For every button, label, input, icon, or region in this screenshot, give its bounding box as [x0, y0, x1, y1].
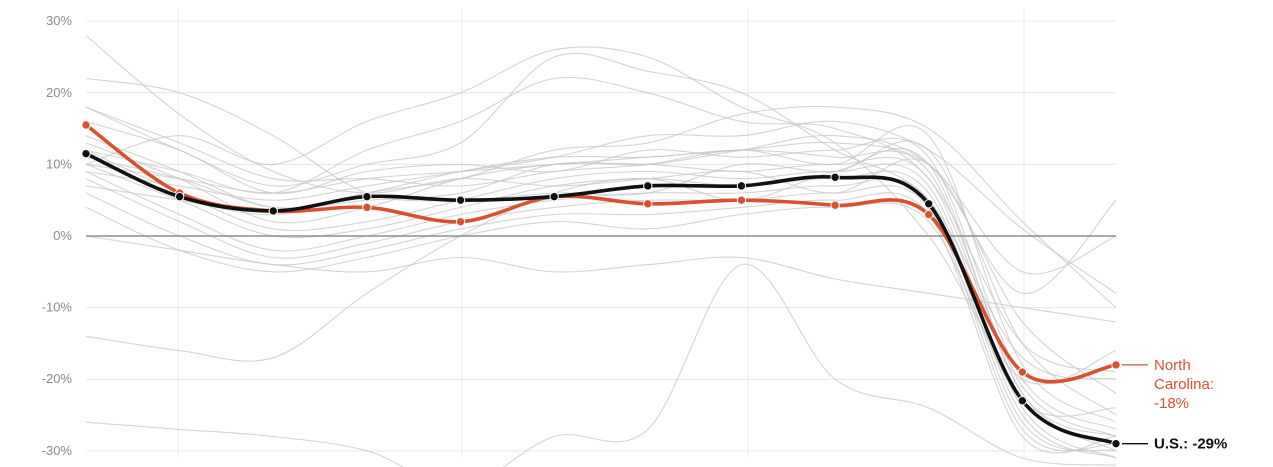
y-tick-label: 30% [46, 13, 72, 28]
north-carolina-data-point [925, 210, 933, 218]
background-series [86, 36, 1116, 467]
y-tick-label: 10% [46, 156, 72, 171]
north-carolina-annotation-text: -18% [1154, 395, 1189, 412]
us-data-point [456, 196, 464, 204]
background-series-line [86, 150, 1116, 458]
background-series-line [86, 264, 1116, 467]
background-series-line [86, 143, 1116, 451]
north-carolina-annotation-text: Carolina: [1154, 376, 1214, 393]
background-series-line [86, 193, 1116, 453]
north-carolina-annotation-text: North [1154, 357, 1191, 374]
background-series-line [86, 172, 1116, 451]
us-data-point [831, 173, 839, 181]
north-carolina-data-point [82, 121, 90, 129]
us-data-point [363, 192, 371, 200]
highlighted-series [82, 121, 1120, 448]
y-axis-tick-labels: 30% 20% 10% 0% -10% -20% -30% [42, 13, 73, 458]
us-data-point [1112, 439, 1120, 447]
north-carolina-data-point [363, 203, 371, 211]
y-tick-label: -20% [42, 371, 73, 386]
us-data-point [925, 200, 933, 208]
us-data-point [550, 192, 558, 200]
north-carolina-data-point [1018, 368, 1026, 376]
y-tick-label: -30% [42, 443, 73, 458]
north-carolina-data-point [644, 200, 652, 208]
north-carolina-data-point [831, 201, 839, 209]
us-data-point [644, 182, 652, 190]
background-series-line [86, 47, 1116, 384]
north-carolina-data-point [1112, 361, 1120, 369]
us-data-point [737, 182, 745, 190]
north-carolina-data-point [456, 217, 464, 225]
y-tick-label: -10% [42, 300, 73, 315]
annotations: North Carolina: -18% U.S.: -29% [1122, 357, 1227, 453]
us-data-point [175, 192, 183, 200]
us-data-point [82, 149, 90, 157]
us-data-point [1018, 397, 1026, 405]
north-carolina-data-point [737, 196, 745, 204]
us-annotation-text: U.S.: -29% [1154, 436, 1227, 453]
background-series-line [86, 53, 1116, 379]
y-tick-label: 0% [53, 228, 72, 243]
y-tick-label: 20% [46, 85, 72, 100]
us-data-point [269, 207, 277, 215]
